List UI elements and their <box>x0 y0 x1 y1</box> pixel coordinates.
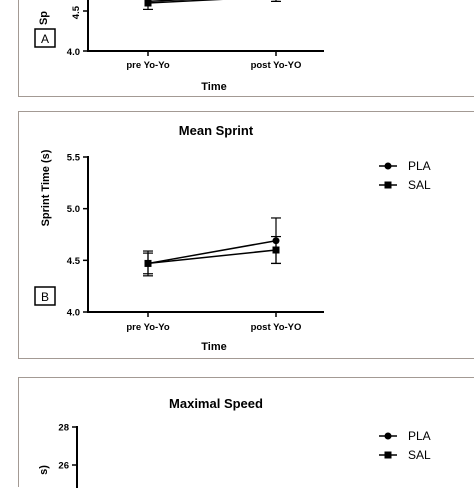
chart-a-point-series-2-1 <box>145 0 152 7</box>
chart-b-x-tick-label-post: post Yo-YO <box>251 322 302 333</box>
chart-a-x-tick-label-pre: pre Yo-Yo <box>126 60 169 71</box>
legend-c-sal-label: SAL <box>408 448 431 462</box>
chart-c-svg: Maximal Speed s) 26 28 PLA SAL <box>19 378 474 488</box>
chart-c-y-tick-label-26: 26 <box>58 461 69 472</box>
chart-b-point-sal-1 <box>145 260 152 267</box>
legend-b-pla-marker <box>385 163 392 170</box>
chart-b-title: Mean Sprint <box>179 123 254 138</box>
chart-b-svg: Mean Sprint pre Yo-Yo post Yo-YO Time Sp… <box>19 112 474 360</box>
chart-b-y-tick-label-4.5: 4.5 <box>67 256 81 267</box>
chart-b-y-tick-label-4: 4.0 <box>67 308 80 319</box>
chart-panel-b: Mean Sprint pre Yo-Yo post Yo-YO Time Sp… <box>18 111 474 359</box>
chart-b-y-axis-label: Sprint Time (s) <box>40 149 52 226</box>
legend-b-pla-label: PLA <box>408 159 431 173</box>
chart-b-x-tick-label-pre: pre Yo-Yo <box>126 322 169 333</box>
panel-b-letter: B <box>41 290 49 304</box>
chart-b-legend: PLA SAL <box>379 159 431 192</box>
chart-c-y-tick-label-28: 28 <box>58 423 69 434</box>
legend-c-pla-marker <box>385 433 392 440</box>
chart-b-y-tick-label-5: 5.0 <box>67 204 80 215</box>
legend-b-sal-label: SAL <box>408 178 431 192</box>
chart-a-y-tick-label-4.0: 4.0 <box>67 47 80 58</box>
chart-b-y-tick-label-5.5: 5.5 <box>67 153 81 164</box>
chart-a-x-tick-label-post: post Yo-YO <box>251 60 302 71</box>
chart-panel-c: Maximal Speed s) 26 28 PLA SAL <box>18 377 474 487</box>
legend-c-pla-label: PLA <box>408 429 431 443</box>
chart-b-x-axis-label: Time <box>201 341 226 353</box>
chart-a-svg: 4.0 4.5 Sp pre Yo-Yo post Yo-YO Time A <box>19 0 474 97</box>
chart-a-y-tick-label-4.5: 4.5 <box>71 5 82 19</box>
chart-c-title: Maximal Speed <box>169 396 263 411</box>
chart-a-y-axis-label: Sp <box>38 11 50 25</box>
legend-c-sal-marker <box>385 452 392 459</box>
chart-panel-a: 4.0 4.5 Sp pre Yo-Yo post Yo-YO Time A <box>18 0 474 97</box>
chart-c-y-axis-label: s) <box>38 465 50 475</box>
chart-a-x-axis-label: Time <box>201 81 226 93</box>
panel-a-letter: A <box>41 32 49 46</box>
legend-b-sal-marker <box>385 182 392 189</box>
chart-b-point-sal-2 <box>273 247 280 254</box>
chart-c-legend: PLA SAL <box>379 429 431 462</box>
